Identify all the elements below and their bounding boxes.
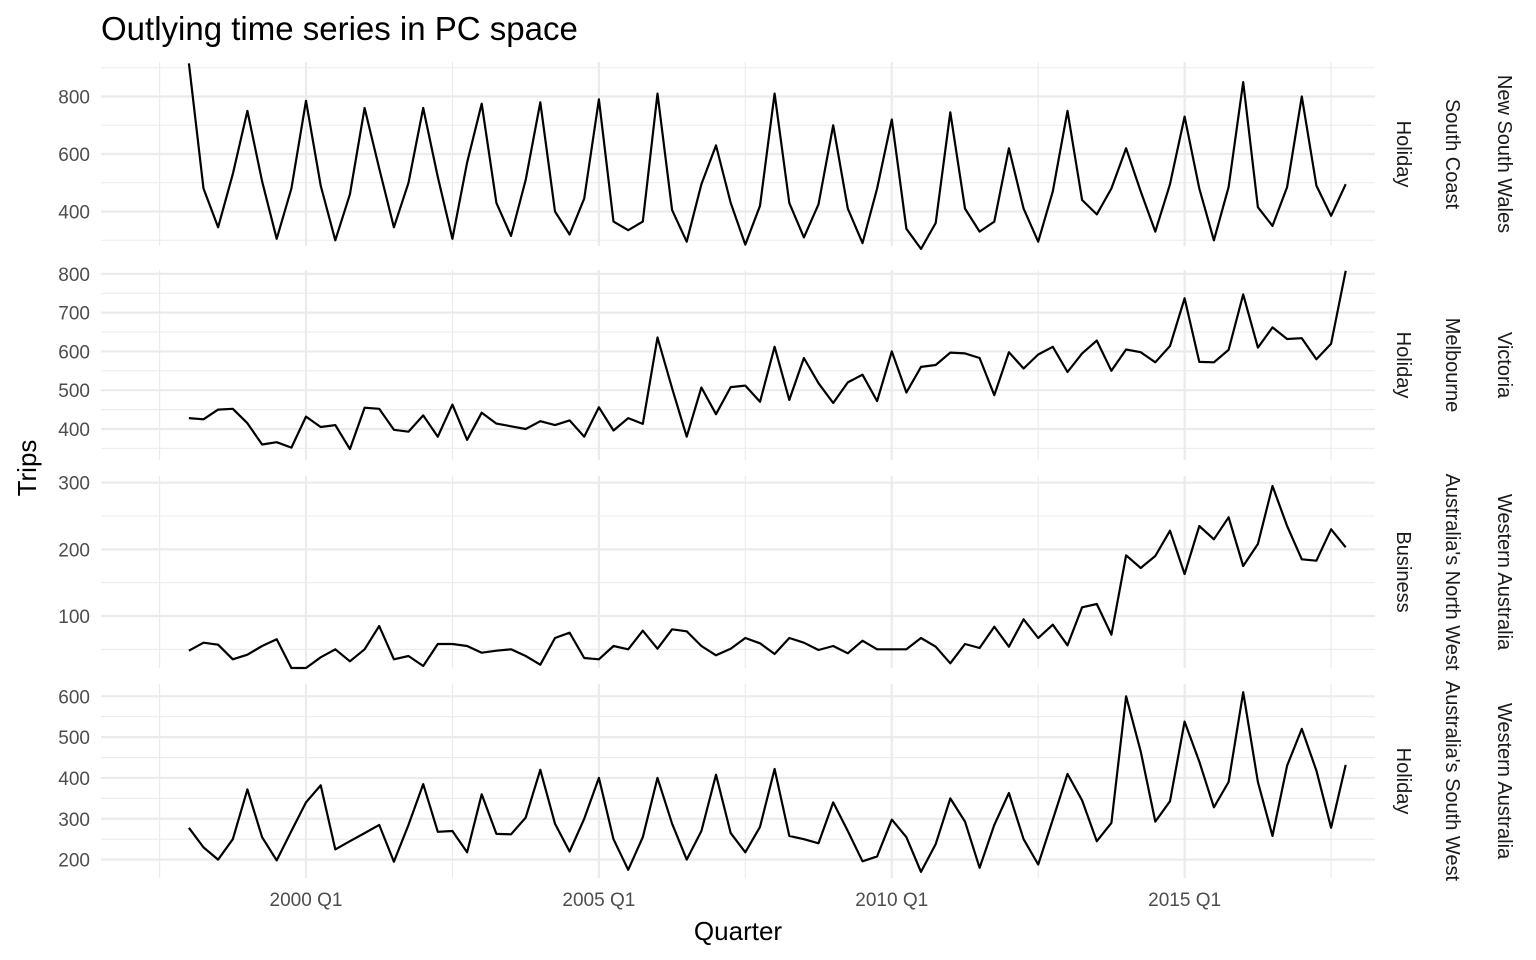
y-tick-label: 300: [58, 810, 90, 831]
chart-title: Outlying time series in PC space: [101, 10, 578, 47]
strip-label: Holiday: [1392, 121, 1414, 188]
panel-4: 200 300 400 500 600 Holiday Australia's South …: [58, 681, 1515, 882]
y-tick-label: 400: [58, 420, 90, 441]
y-tick-label: 600: [58, 342, 90, 363]
y-tick-label: 800: [58, 88, 90, 109]
x-tick-label: 2015 Q1: [1148, 890, 1221, 911]
y-tick-label: 300: [58, 474, 90, 495]
x-tick-label: 2005 Q1: [562, 890, 635, 911]
y-tick-label: 600: [58, 687, 90, 708]
y-axis-title: Trips: [12, 440, 42, 497]
series-line: [188, 484, 1347, 670]
y-tick-label: 100: [58, 607, 90, 628]
strip-label: South Coast: [1441, 99, 1463, 210]
y-tick-label: 200: [58, 540, 90, 561]
y-tick-label: 500: [58, 381, 90, 402]
panel-2: 400 500 600 700 800 Holiday Melbourne Victoria: [58, 265, 1515, 460]
y-tick-label: 400: [58, 769, 90, 790]
y-tick-label: 500: [58, 728, 90, 749]
chart-panels: 400 600 800 Holiday South Coast New South Wal…: [58, 62, 1515, 882]
x-axis: 2000 Q1 2005 Q1 2010 Q1 2015 Q1: [270, 890, 1222, 911]
strip-label: Holiday: [1392, 332, 1414, 399]
strip-label: Holiday: [1392, 748, 1414, 815]
series-line: [188, 691, 1347, 874]
y-tick-label: 200: [58, 851, 90, 872]
x-axis-title: Quarter: [694, 916, 782, 946]
x-tick-label: 2000 Q1: [270, 890, 343, 911]
strip-label: Australia's North West: [1441, 474, 1463, 671]
y-tick-label: 600: [58, 145, 90, 166]
x-tick-label: 2010 Q1: [855, 890, 928, 911]
panel-3: 100 200 300 Business Australia's North West W…: [58, 474, 1515, 671]
y-tick-label: 700: [58, 304, 90, 325]
strip-label: New South Wales: [1493, 75, 1515, 233]
strip-label: Australia's South West: [1441, 681, 1463, 882]
strip-label: Victoria: [1493, 332, 1515, 399]
strip-label: Western Australia: [1493, 494, 1515, 651]
y-tick-label: 400: [58, 203, 90, 224]
strip-label: Business: [1392, 531, 1414, 612]
panel-1: 400 600 800 Holiday South Coast New South Wal…: [58, 62, 1515, 250]
strip-label: Melbourne: [1441, 318, 1463, 413]
y-tick-label: 800: [58, 265, 90, 286]
series-line: [188, 270, 1347, 451]
series-line: [187, 63, 1347, 250]
strip-label: Western Australia: [1493, 703, 1515, 860]
